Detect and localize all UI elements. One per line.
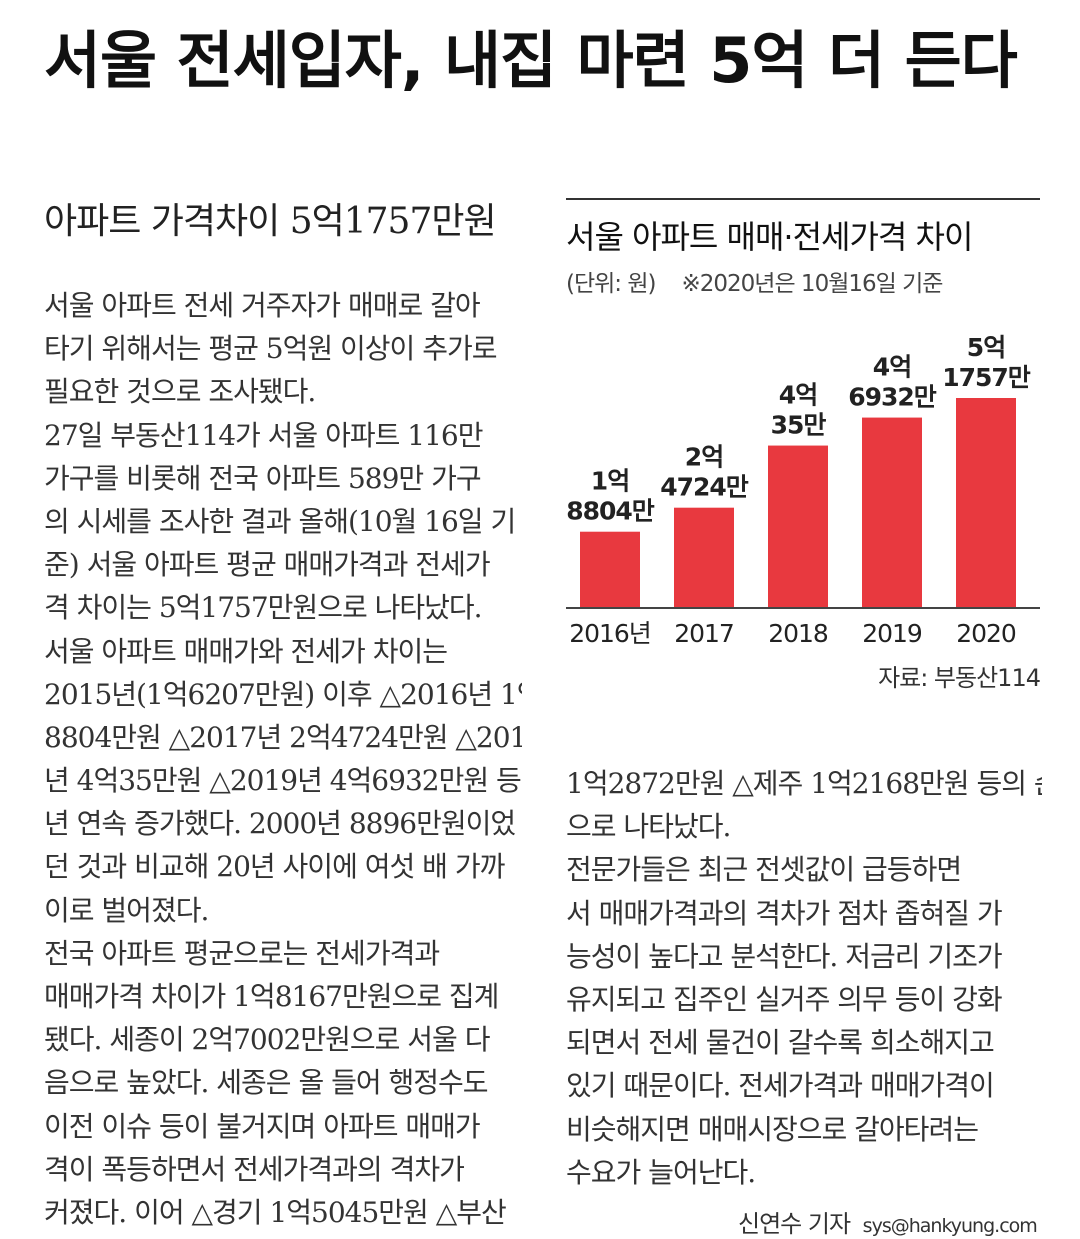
bar-value-label: 2억 [685,443,723,472]
byline: 신연수 기자 sys@hankyung.com [738,1204,1038,1239]
article-line: 년 연속 증가했다. 2000년 8896만원이었 [44,807,516,841]
bar-value-label: 4724만 [660,473,749,502]
bar-value-label: 1757만 [942,363,1031,392]
article-line: 이전 이슈 등이 불거지며 아파트 매매가 [44,1109,481,1143]
subheadline: 아파트 가격차이 5억1757만원 [44,201,497,242]
article-line: 년 4억35만원 △2019년 4억6932만원 등 5 [44,764,522,798]
x-tick-label: 2018 [768,619,828,648]
bar-value-label: 5억 [967,333,1005,362]
bar-value-label: 4억 [873,353,911,382]
article-line: 이로 벌어졌다. [44,893,209,927]
article-line: 매매가격 차이가 1억8167만원으로 집계 [44,980,499,1013]
article-line: 전국 아파트 평균으로는 전세가격과 [44,936,440,970]
article-line: 으로 나타났다. [566,810,731,844]
bar-value-label: 4억 [779,381,817,410]
chart-date-note: ※2020년은 10월16일 기준 [681,271,944,297]
chart-top-rule [566,198,1040,200]
bar-value-label: 8804만 [566,497,655,526]
article-line: 커졌다. 이어 △경기 1억5045만원 △부산 [44,1195,507,1229]
article-line: 능성이 높다고 분석한다. 저금리 기조가 [566,939,1003,973]
x-tick-label: 2020 [956,619,1016,648]
bar-1 [674,507,734,608]
chart-title: 서울 아파트 매매·전세가격 차이 [566,218,973,256]
article-line: 격이 폭등하면서 전세가격과의 격차가 [44,1152,465,1186]
bar-value-label: 6932만 [848,383,937,412]
article-line: 되면서 전세 물건이 갈수록 희소해지고 [566,1026,995,1060]
article-line: 준) 서울 아파트 평균 매매가격과 전세가 [44,548,491,582]
article-line: 서울 아파트 전세 거주자가 매매로 갈아 [44,289,481,322]
bar-2 [768,445,828,608]
article-line: 필요한 것으로 조사됐다. [44,375,316,409]
article-line: 있기 때문이다. 전세가격과 매매가격이 [566,1069,995,1103]
bar-value-label: 1억 [591,467,629,496]
x-tick-label: 2017 [674,619,734,648]
chart-source: 자료: 부동산114 [878,664,1041,692]
article-line: 서울 아파트 매매가와 전세가 차이는 [44,634,448,668]
article-line: 8804만원 △2017년 2억4724만원 △2018 [44,720,522,754]
article-line: 서 매매가격과의 격차가 점차 좁혀질 가 [566,896,1003,930]
article-line: 2015년(1억6207만원) 이후 △2016년 1억 [44,677,522,711]
article-line: 타기 위해서는 평균 5억원 이상이 추가로 [44,332,497,366]
article-line: 1억2872만원 △제주 1억2168만원 등의 순 [566,767,1042,800]
article-line: 음으로 높았다. 세종은 올 들어 행정수도 [44,1066,489,1100]
bar-3 [862,417,922,608]
article-line: 던 것과 비교해 20년 사이에 여섯 배 가까 [44,850,505,884]
article-line: 27일 부동산114가 서울 아파트 116만 [44,418,483,452]
bar-value-label: 35만 [771,411,827,440]
article-line: 격 차이는 5억1757만원으로 나타났다. [44,591,483,625]
article-line: 됐다. 세종이 2억7002만원으로 서울 다 [44,1023,490,1057]
chart-panel: 서울 아파트 매매·전세가격 차이 (단위: 원) ※2020년은 10월16일 … [566,198,1041,698]
article-line: 전문가들은 최근 전셋값이 급등하면 [566,853,962,887]
article-line: 유지되고 집주인 실거주 의무 등이 강화 [566,982,1003,1016]
headline: 서울 전세입자, 내집 마련 5억 더 든다 [44,24,1018,97]
byline-email: sys@hankyung.com [862,1215,1038,1237]
article-line: 수요가 늘어난다. [566,1155,756,1189]
article-line: 비슷해지면 매매시장으로 갈아타려는 [566,1112,979,1146]
x-tick-label: 2019 [862,619,922,648]
x-tick-label: 2016년 [569,619,651,648]
article-line: 의 시세를 조사한 결과 올해(10월 16일 기 [44,504,516,538]
bar-chart: 1억8804만2016년2억4724만20174억35만20184억6932만2… [566,333,1040,648]
article-line: 가구를 비롯해 전국 아파트 589만 가구 [44,461,482,495]
chart-unit-note: (단위: 원) [566,271,656,297]
bar-4 [956,398,1016,608]
bar-0 [580,531,640,608]
chart-note: (단위: 원) ※2020년은 10월16일 기준 [566,264,968,298]
byline-reporter: 신연수 기자 [738,1210,851,1238]
